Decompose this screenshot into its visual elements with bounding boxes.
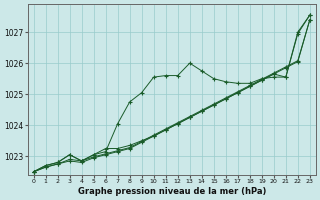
X-axis label: Graphe pression niveau de la mer (hPa): Graphe pression niveau de la mer (hPa) [77, 187, 266, 196]
